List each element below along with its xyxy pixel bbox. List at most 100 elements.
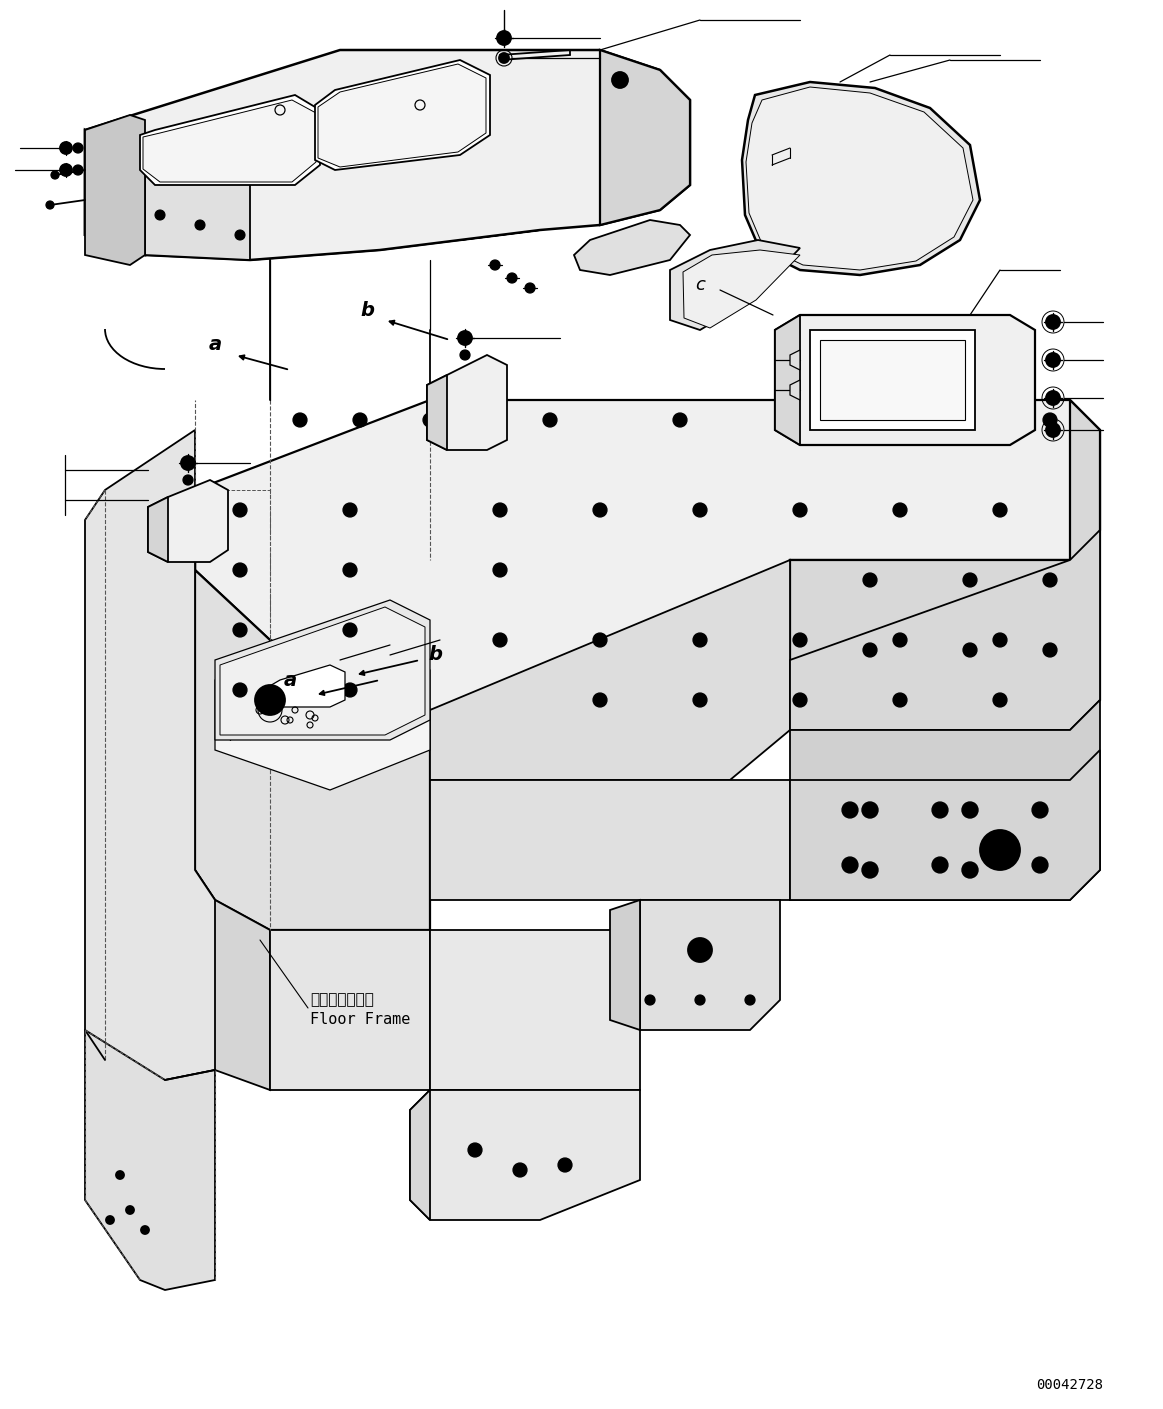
- Circle shape: [493, 564, 507, 578]
- Polygon shape: [790, 700, 1100, 900]
- Circle shape: [693, 633, 707, 647]
- Circle shape: [267, 707, 273, 713]
- Circle shape: [106, 1216, 114, 1224]
- Circle shape: [543, 413, 557, 427]
- Polygon shape: [775, 316, 1035, 445]
- Text: 00042728: 00042728: [1036, 1378, 1104, 1392]
- Circle shape: [458, 331, 472, 345]
- Circle shape: [1046, 423, 1059, 437]
- Polygon shape: [430, 930, 640, 1091]
- Polygon shape: [683, 249, 800, 328]
- Circle shape: [233, 503, 247, 517]
- Circle shape: [233, 564, 247, 578]
- Polygon shape: [215, 600, 430, 740]
- Polygon shape: [809, 330, 975, 430]
- Circle shape: [267, 688, 273, 693]
- Circle shape: [673, 413, 687, 427]
- Polygon shape: [195, 400, 1100, 710]
- Polygon shape: [148, 480, 228, 562]
- Circle shape: [593, 693, 607, 707]
- Text: フロアフレーム: フロアフレーム: [311, 992, 373, 1007]
- Circle shape: [423, 413, 437, 427]
- Circle shape: [1032, 802, 1048, 819]
- Polygon shape: [85, 1030, 215, 1291]
- Circle shape: [235, 230, 245, 240]
- Circle shape: [73, 142, 83, 154]
- Circle shape: [692, 943, 708, 958]
- Polygon shape: [775, 316, 800, 445]
- Circle shape: [793, 633, 807, 647]
- Polygon shape: [195, 869, 270, 1091]
- Polygon shape: [267, 665, 345, 707]
- Circle shape: [980, 830, 1020, 869]
- Polygon shape: [270, 930, 430, 1091]
- Text: c: c: [695, 276, 705, 294]
- Circle shape: [893, 633, 907, 647]
- Circle shape: [612, 72, 628, 87]
- Circle shape: [293, 413, 307, 427]
- Circle shape: [993, 693, 1007, 707]
- Circle shape: [862, 862, 878, 878]
- Polygon shape: [670, 240, 800, 330]
- Polygon shape: [315, 61, 490, 170]
- Polygon shape: [790, 750, 1100, 900]
- Circle shape: [695, 995, 705, 1005]
- Circle shape: [525, 283, 535, 293]
- Circle shape: [793, 693, 807, 707]
- Polygon shape: [145, 170, 250, 261]
- Polygon shape: [85, 430, 215, 1081]
- Circle shape: [932, 857, 948, 874]
- Circle shape: [126, 1206, 134, 1215]
- Polygon shape: [427, 355, 507, 449]
- Circle shape: [461, 349, 470, 361]
- Circle shape: [233, 623, 247, 637]
- Circle shape: [1043, 643, 1057, 657]
- Polygon shape: [790, 380, 800, 400]
- Polygon shape: [250, 175, 540, 261]
- Polygon shape: [85, 130, 145, 255]
- Circle shape: [343, 683, 357, 697]
- Polygon shape: [820, 340, 965, 420]
- Circle shape: [181, 457, 195, 471]
- Circle shape: [493, 633, 507, 647]
- Circle shape: [116, 1171, 124, 1179]
- Circle shape: [893, 503, 907, 517]
- Circle shape: [863, 573, 877, 588]
- Circle shape: [47, 201, 53, 209]
- Circle shape: [693, 503, 707, 517]
- Circle shape: [593, 503, 607, 517]
- Circle shape: [893, 693, 907, 707]
- Circle shape: [963, 643, 977, 657]
- Circle shape: [155, 210, 165, 220]
- Circle shape: [993, 503, 1007, 517]
- Circle shape: [183, 475, 193, 485]
- Circle shape: [513, 1162, 527, 1177]
- Polygon shape: [790, 349, 800, 371]
- Polygon shape: [742, 82, 980, 275]
- Polygon shape: [430, 559, 790, 781]
- Circle shape: [688, 938, 712, 962]
- Circle shape: [558, 1158, 572, 1172]
- Text: a: a: [208, 335, 222, 355]
- Text: Floor Frame: Floor Frame: [311, 1013, 411, 1027]
- Circle shape: [862, 802, 878, 819]
- Circle shape: [141, 1226, 149, 1234]
- Polygon shape: [790, 400, 1100, 730]
- Circle shape: [493, 503, 507, 517]
- Circle shape: [343, 503, 357, 517]
- Polygon shape: [427, 375, 447, 449]
- Circle shape: [490, 261, 500, 271]
- Circle shape: [51, 170, 59, 179]
- Circle shape: [468, 1143, 481, 1157]
- Polygon shape: [411, 1091, 430, 1220]
- Circle shape: [343, 623, 357, 637]
- Circle shape: [261, 690, 280, 710]
- Circle shape: [233, 683, 247, 697]
- Circle shape: [986, 836, 1014, 864]
- Circle shape: [73, 165, 83, 175]
- Polygon shape: [745, 87, 973, 271]
- Circle shape: [1046, 392, 1059, 404]
- Text: a: a: [284, 671, 297, 689]
- Circle shape: [1032, 857, 1048, 874]
- Polygon shape: [600, 49, 690, 225]
